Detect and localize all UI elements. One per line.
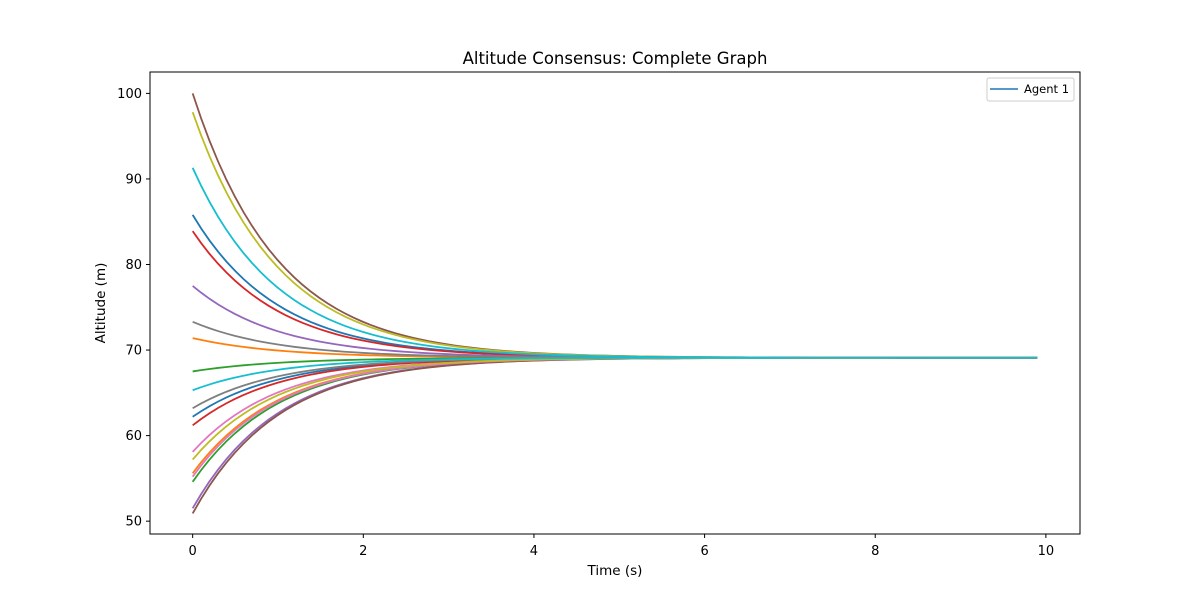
plot-area [191, 93, 1038, 514]
legend: Agent 1 [986, 77, 1075, 102]
y-tick-label: 50 [125, 515, 142, 530]
x-tick-label: 2 [359, 544, 367, 559]
y-axis-label: Altitude (m) [93, 263, 109, 344]
y-tick-label: 70 [125, 344, 142, 359]
x-tick-label: 10 [1038, 544, 1055, 559]
axis-ticks: 0 2 4 6 8 10 50 60 70 80 90 100 [117, 87, 1054, 559]
y-tick-label: 100 [117, 87, 142, 102]
y-tick-label: 60 [125, 429, 142, 444]
axes-frame [149, 71, 1081, 535]
legend-box [986, 77, 1075, 102]
x-tick-label: 6 [700, 544, 708, 559]
series-line-20 [192, 356, 1038, 392]
x-tick-label: 8 [871, 544, 879, 559]
y-tick-label: 90 [125, 172, 142, 187]
legend-label-agent-1: Agent 1 [1024, 82, 1069, 96]
x-axis-label: Time (s) [587, 563, 643, 579]
chart-title: Altitude Consensus: Complete Graph [463, 49, 768, 68]
x-tick-label: 4 [530, 544, 538, 559]
x-tick-label: 0 [189, 544, 197, 559]
y-tick-label: 80 [125, 258, 142, 273]
